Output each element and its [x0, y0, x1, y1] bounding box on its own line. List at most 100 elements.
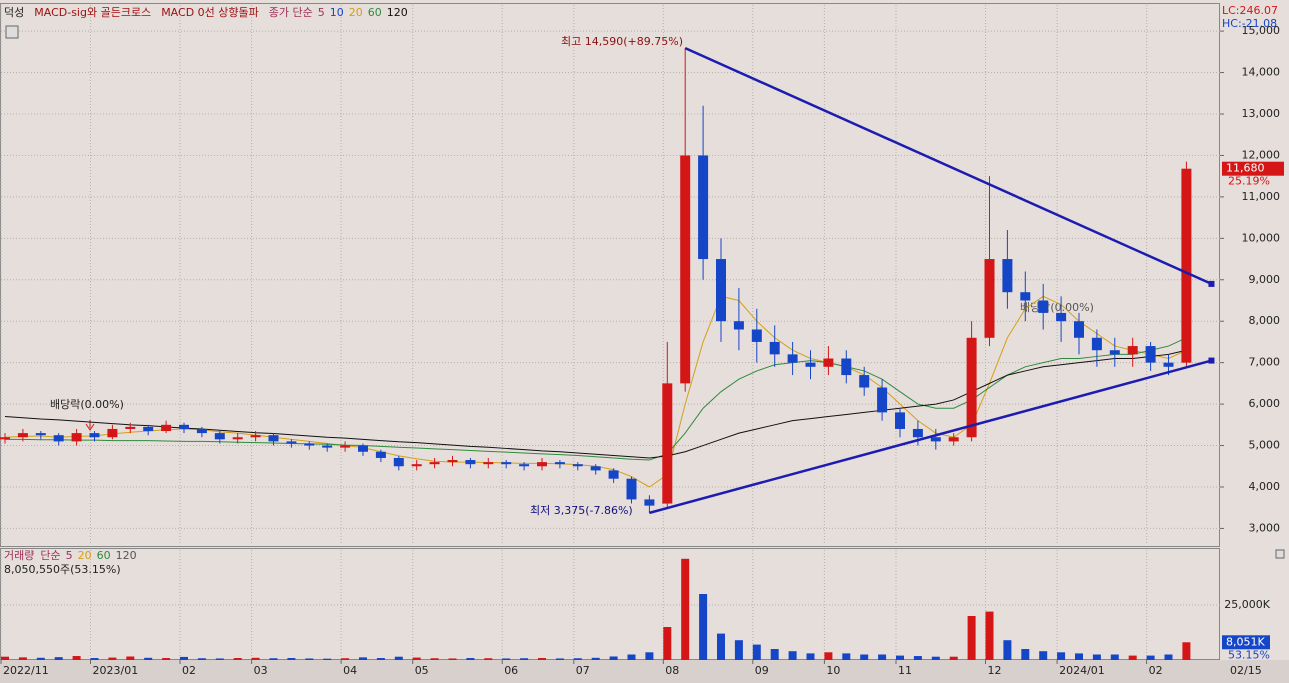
x-tick-label: 05: [415, 664, 429, 677]
candle-body: [716, 259, 726, 322]
volume-bar: [591, 657, 600, 660]
candle-body: [143, 426, 154, 432]
volume-legend-item: 단순: [40, 549, 60, 562]
volume-bar: [1092, 654, 1101, 660]
volume-bar: [931, 656, 940, 660]
volume-bar: [54, 657, 63, 660]
volume-legend-item: 20: [78, 549, 92, 562]
volume-bar: [520, 658, 529, 660]
candle-body: [196, 428, 207, 434]
candle-body: [1038, 300, 1049, 313]
volume-bar: [251, 657, 260, 660]
volume-bar: [699, 594, 708, 660]
volume-bar: [609, 656, 618, 660]
y-tick-label: 15,000: [1242, 24, 1281, 37]
candle-body: [680, 155, 691, 384]
candle-body: [286, 441, 297, 444]
candle-body: [572, 464, 583, 467]
low-annotation: 최저 3,375(-7.86%): [530, 504, 633, 517]
volume-bar: [90, 658, 99, 660]
volume-bar: [36, 657, 45, 660]
volume-bar: [1164, 654, 1173, 660]
last-volume-tag: [1222, 635, 1270, 650]
volume-bar: [555, 658, 564, 660]
volume-bar: [126, 656, 135, 660]
candle-body: [519, 464, 530, 467]
volume-bar: [448, 658, 457, 660]
last-price-tag: [1222, 161, 1284, 176]
volume-bar: [770, 649, 779, 660]
candle-body: [429, 462, 440, 465]
candle-body: [698, 155, 709, 260]
volume-bar: [18, 657, 27, 660]
candle-body: [859, 375, 870, 388]
dividend-arrow: [85, 420, 95, 431]
volume-bar: [233, 658, 242, 660]
menu-icon[interactable]: [5, 25, 19, 39]
volume-bar: [573, 658, 582, 660]
candle-body: [17, 433, 28, 438]
candle-body: [733, 321, 744, 330]
candle-body: [948, 437, 959, 442]
y-tick-label: 5,000: [1249, 439, 1281, 452]
indicator-label: HC:-21.08: [1222, 17, 1277, 30]
volume-bar: [1182, 642, 1191, 660]
candle-body: [268, 435, 279, 442]
volume-bar: [197, 658, 206, 660]
x-end-label: 02/15: [1230, 664, 1262, 677]
volume-bar: [717, 633, 725, 660]
volume-bar: [681, 558, 690, 660]
volume-bar: [430, 658, 439, 660]
candle-body: [805, 362, 816, 367]
candle-body: [787, 354, 798, 363]
pane-toggle[interactable]: [1275, 549, 1285, 559]
candle-body: [1181, 168, 1192, 363]
candle-body: [877, 387, 888, 413]
stock-name: 덕성: [4, 6, 24, 19]
volume-legend-item: 60: [97, 549, 111, 562]
ma-period: 60: [368, 6, 382, 19]
x-axis-band: [0, 660, 1289, 683]
volume-bar: [215, 658, 224, 660]
candle-body: [644, 499, 655, 506]
candle-body: [465, 460, 476, 465]
candle-body: [1020, 292, 1031, 301]
last-volume-label: 8,051K: [1226, 635, 1265, 648]
x-tick-label: 2023/01: [93, 664, 139, 677]
candle-body: [554, 462, 565, 465]
candle-body: [179, 424, 189, 429]
volume-legend-item: 5: [66, 549, 73, 562]
candle-body: [358, 445, 368, 452]
candle-body: [1109, 350, 1120, 355]
last-volume-change: 53.15%: [1228, 648, 1270, 661]
x-tick-label: 07: [576, 664, 590, 677]
volume-bar: [72, 656, 81, 660]
volume-bar: [752, 644, 761, 660]
volume-bar: [645, 652, 654, 660]
volume-summary: 8,050,550주(53.15%): [4, 563, 121, 576]
volume-bar: [896, 655, 904, 660]
x-tick-label: 03: [254, 664, 268, 677]
candle-body: [1074, 321, 1084, 338]
volume-bar: [1, 656, 9, 660]
last-price-label: 11,680: [1226, 162, 1265, 175]
volume-bar: [287, 658, 296, 660]
y-tick-label: 10,000: [1242, 231, 1281, 244]
y-tick-label: 14,000: [1242, 66, 1281, 79]
y-tick-label: 25,000K: [1224, 598, 1270, 611]
volume-bar: [1039, 651, 1048, 660]
x-tick-label: 04: [343, 664, 357, 677]
x-tick-label: 08: [665, 664, 679, 677]
candle-body: [769, 341, 780, 355]
volume-bar: [860, 654, 869, 660]
volume-bar: [842, 653, 851, 660]
y-tick-label: 9,000: [1249, 273, 1281, 286]
volume-bar: [734, 640, 743, 660]
volume-bar: [967, 616, 976, 660]
trendline-handle: [1208, 357, 1215, 364]
volume-bar: [502, 658, 511, 660]
volume-bar: [806, 653, 815, 660]
volume-bar: [878, 654, 887, 660]
candle-body: [626, 478, 637, 500]
candle-body: [966, 337, 977, 438]
